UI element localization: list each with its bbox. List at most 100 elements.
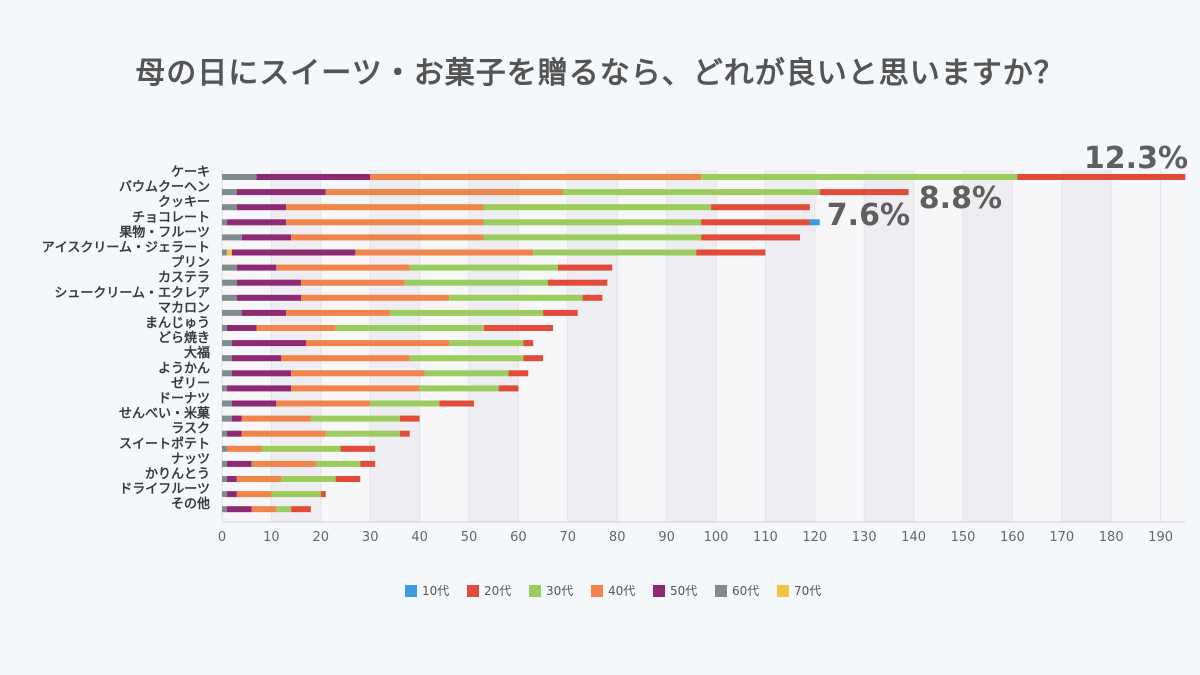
bar-segment xyxy=(276,400,371,407)
bar-segment xyxy=(222,400,232,407)
bar-segment xyxy=(222,325,227,331)
bar-segment xyxy=(222,445,227,452)
category-label: ドーナツ xyxy=(158,392,210,407)
bar-segment xyxy=(236,491,272,498)
bar-segment xyxy=(226,491,237,498)
x-tick-label: 50 xyxy=(461,530,478,545)
bar-segment xyxy=(281,476,336,482)
bar-segment xyxy=(281,355,410,362)
bar-segment xyxy=(286,219,484,226)
category-label: プリン xyxy=(171,256,210,271)
bar-segment xyxy=(370,400,440,407)
bar-segment xyxy=(236,294,302,301)
bar-segment xyxy=(222,460,227,467)
bar-segment xyxy=(409,264,558,271)
bar-segment xyxy=(251,506,277,513)
bar-segment xyxy=(291,506,311,513)
bar-segment xyxy=(222,294,237,301)
category-label: 果物・フルーツ xyxy=(118,224,210,240)
bar-segment xyxy=(701,219,810,226)
bar-segment xyxy=(241,309,287,316)
grid-band xyxy=(567,170,618,522)
bar-segment xyxy=(809,219,820,226)
bar-segment xyxy=(419,385,499,392)
bar-segment xyxy=(291,370,425,377)
bar-segment xyxy=(222,309,242,316)
x-tick-label: 190 xyxy=(1148,530,1173,545)
bar-segment xyxy=(222,355,232,362)
bar-segment xyxy=(231,400,277,407)
bar-segment xyxy=(315,460,361,467)
legend-swatch xyxy=(777,585,789,597)
bar-segment xyxy=(241,234,292,241)
bar-segment xyxy=(226,385,292,392)
bar-segment xyxy=(409,355,524,362)
bar-segment xyxy=(261,445,341,452)
bar-segment xyxy=(241,430,326,437)
bar-segment xyxy=(226,506,252,513)
bar-segment xyxy=(222,430,227,437)
category-label: アイスクリーム・ジェラート xyxy=(42,241,210,256)
category-label: まんじゅう xyxy=(145,316,210,331)
bar-segment xyxy=(231,370,292,377)
category-label: ようかん xyxy=(158,361,210,376)
x-tick-label: 150 xyxy=(951,530,976,545)
bar-segment xyxy=(226,430,242,437)
bar-segment xyxy=(226,460,252,467)
x-tick-label: 30 xyxy=(362,530,379,545)
bar-segment xyxy=(399,415,420,422)
category-label: クッキー xyxy=(158,195,210,210)
bar-segment xyxy=(696,249,766,256)
legend-swatch xyxy=(653,585,665,597)
bar-segment xyxy=(256,174,371,180)
legend-label: 40代 xyxy=(608,584,635,598)
category-label: ラスク xyxy=(171,422,210,437)
x-tick-label: 160 xyxy=(1000,530,1025,545)
bar-segment xyxy=(226,445,262,452)
bar-segment xyxy=(301,294,450,301)
bar-segment xyxy=(291,234,484,241)
bar-segment xyxy=(222,219,227,226)
percentage-callout: 8.8% xyxy=(919,181,1002,216)
bar-segment xyxy=(236,476,282,482)
x-tick-label: 140 xyxy=(901,530,926,545)
legend-label: 50代 xyxy=(670,584,697,598)
x-tick-label: 100 xyxy=(704,530,729,545)
bar-segment xyxy=(236,264,277,271)
bar-segment xyxy=(271,491,321,498)
bar-segment xyxy=(533,249,697,256)
legend-label: 70代 xyxy=(794,584,821,598)
bar-segment xyxy=(325,189,563,196)
bar-segment xyxy=(399,430,410,437)
x-tick-label: 10 xyxy=(263,530,280,545)
bar-segment xyxy=(236,204,287,211)
bar-segment xyxy=(355,249,534,256)
bar-segment xyxy=(483,219,702,226)
bar-segment xyxy=(483,234,702,241)
bar-segment xyxy=(226,219,287,226)
bar-segment xyxy=(222,491,227,498)
bar-segment xyxy=(222,249,227,256)
bar-segment xyxy=(231,249,356,256)
percentage-callout: 12.3% xyxy=(1084,141,1188,176)
bar-segment xyxy=(226,325,257,331)
bar-segment xyxy=(508,370,529,377)
bar-segment xyxy=(222,415,232,422)
category-label: どら焼き xyxy=(158,330,210,346)
bar-segment xyxy=(711,204,810,211)
bar-segment xyxy=(286,309,390,316)
bar-segment xyxy=(222,174,257,180)
bar-segment xyxy=(582,294,603,301)
grid-band xyxy=(1061,170,1112,522)
bar-segment xyxy=(335,325,484,331)
grid-band xyxy=(864,170,914,522)
x-tick-label: 180 xyxy=(1099,530,1124,545)
legend-swatch xyxy=(591,585,603,597)
bar-segment xyxy=(222,204,237,211)
bar-segment xyxy=(335,476,361,482)
legend-swatch xyxy=(529,585,541,597)
bar-segment xyxy=(231,355,282,362)
x-tick-label: 20 xyxy=(313,530,330,545)
